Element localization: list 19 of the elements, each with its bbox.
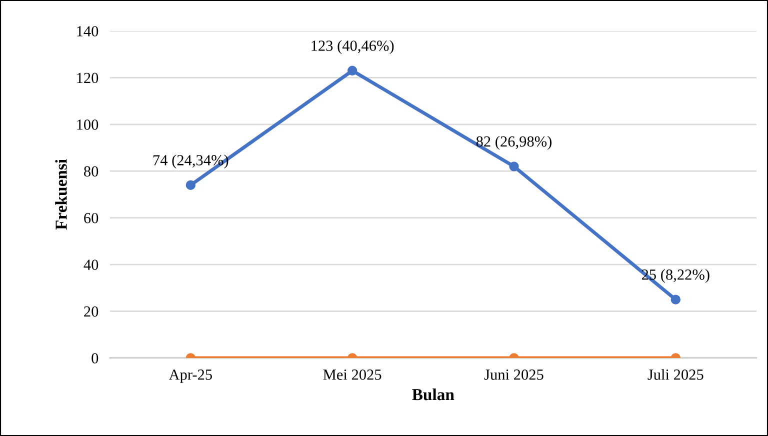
y-tick-label: 20 [84,306,98,317]
x-tick-label: Juni 2025 [484,370,544,380]
y-tick-label: 0 [92,353,98,364]
x-tick-label: Mei 2025 [323,370,382,380]
y-tick-label: 80 [84,166,98,177]
y-tick-label: 120 [77,72,98,84]
point [347,66,358,76]
x-tick-label: Apr-25 [168,370,212,383]
point [509,162,519,172]
point [186,180,196,190]
data-label: 123 (40,46%) [312,40,394,54]
y-tick-label: 40 [84,260,98,270]
y-axis-title: Frekuensi [55,159,67,230]
x-tick-label: Juli 2025 [648,369,704,380]
y-tick-label: 140 [77,26,98,36]
data-label: 82 (26,98%) [476,136,552,150]
y-tick-label: 100 [77,120,98,130]
y-tick-label: 60 [84,212,98,224]
x-axis-title: Bulan [412,388,454,400]
